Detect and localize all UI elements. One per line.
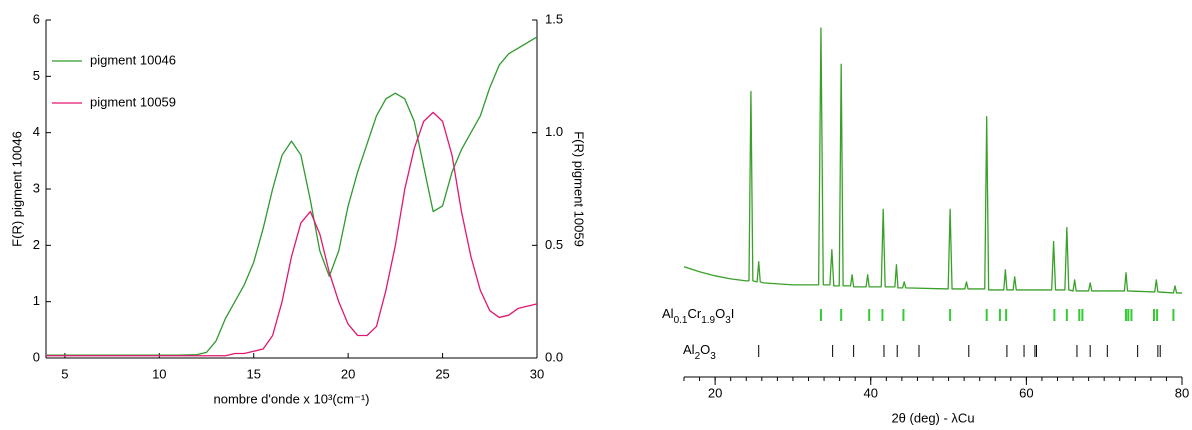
y2-tick-label: 1.5	[545, 11, 563, 26]
x-tick-label: 25	[435, 366, 449, 381]
x-tick-label: 40	[864, 385, 878, 400]
y-axis-label: F(R) pigment 10046	[9, 131, 24, 247]
y-tick-label: 2	[33, 237, 40, 252]
y-tick-label: 0	[33, 349, 40, 364]
y-tick-label: 4	[33, 124, 40, 139]
y2-tick-label: 1.0	[545, 124, 563, 139]
data-line	[46, 36, 538, 356]
y-tick-label: 3	[33, 180, 40, 195]
legend-label: pigment 10046	[90, 52, 176, 67]
reflection-label: Al2O3	[683, 342, 716, 362]
y2-tick-label: 0.5	[545, 237, 563, 252]
x-tick-label: 5	[61, 366, 68, 381]
data-line	[683, 27, 1182, 294]
x-tick-label: 80	[1175, 385, 1189, 400]
x-tick-label: 60	[1019, 385, 1033, 400]
x-tick-label: 30	[530, 366, 544, 381]
y-tick-label: 5	[33, 68, 40, 83]
x-axis-label: nombre d'onde x 10³(cm⁻¹)	[213, 391, 369, 406]
x-axis-label: 2θ (deg) - λCu	[891, 410, 974, 425]
x-tick-label: 15	[246, 366, 260, 381]
y-tick-label: 1	[33, 293, 40, 308]
x-tick-label: 20	[341, 366, 355, 381]
data-line	[46, 111, 538, 357]
y2-tick-label: 0.0	[545, 349, 563, 364]
y2-axis-label: F(R) pigment 10059	[572, 131, 587, 247]
reflection-label: Al0.1Cr1.9O3I	[662, 306, 734, 326]
x-tick-label: 10	[152, 366, 166, 381]
y-tick-label: 6	[33, 11, 40, 26]
x-tick-label: 20	[708, 385, 722, 400]
legend-label: pigment 10059	[90, 94, 176, 109]
